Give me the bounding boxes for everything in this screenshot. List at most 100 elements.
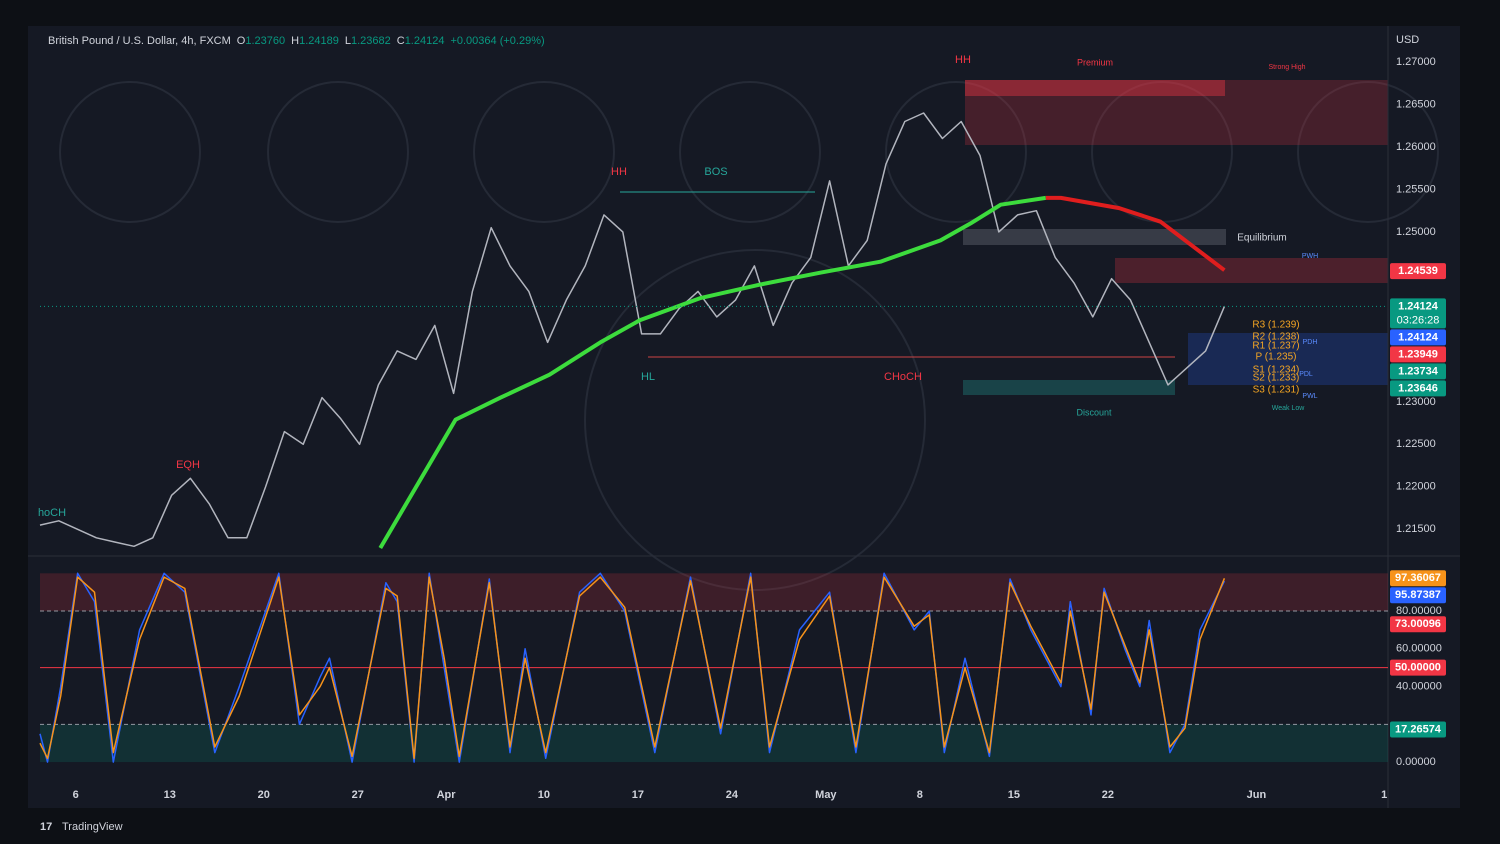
x-tick-label: 8 xyxy=(917,789,923,801)
axis-tag xyxy=(1390,616,1446,633)
axis-tag xyxy=(1390,346,1446,363)
watermarks xyxy=(59,81,1439,591)
axis-tag-label: 97.36067 xyxy=(1395,572,1441,584)
axis-tag xyxy=(1390,298,1446,329)
annotation: Weak Low xyxy=(1272,405,1305,412)
annotation: PDL xyxy=(1299,371,1313,378)
x-tick-label: 27 xyxy=(352,789,364,801)
axis-tag xyxy=(1390,329,1446,346)
series-line xyxy=(39,112,1226,548)
premium-zone xyxy=(965,80,1388,145)
annotation: BOS xyxy=(704,166,727,178)
x-tick-label: 24 xyxy=(726,789,739,801)
annotation: R3 (1.239) xyxy=(1252,320,1299,331)
symbol: British Pound / U.S. Dollar, 4h, FXCM xyxy=(48,35,231,47)
y-tick-label: 1.22000 xyxy=(1396,481,1436,493)
annotation: R1 (1.237) xyxy=(1252,341,1299,352)
series-line xyxy=(39,576,1226,760)
x-tick-label: Apr xyxy=(437,789,457,801)
y-tick-label: 1.22500 xyxy=(1396,438,1436,450)
series-line xyxy=(378,195,1047,550)
x-tick-label: May xyxy=(815,789,837,801)
annotation: Discount xyxy=(1076,407,1112,417)
axis-tag-label: 1.23646 xyxy=(1398,382,1438,394)
annotation: Strong High xyxy=(1269,64,1306,71)
ohlc-value: 1.24189 xyxy=(299,35,339,47)
ohlc-key: C xyxy=(397,35,405,47)
brand: TradingView xyxy=(62,821,123,833)
x-tick-label: 6 xyxy=(73,789,79,801)
x-tick-label: 20 xyxy=(258,789,270,801)
axis-tag-label: 73.00096 xyxy=(1395,618,1441,630)
annotation: R2 (1.238) xyxy=(1252,332,1299,343)
panel xyxy=(28,26,1460,808)
y-tick-label: 0.00000 xyxy=(1396,756,1436,768)
x-tick-label: 15 xyxy=(1008,789,1020,801)
annotation: S2 (1.233) xyxy=(1253,373,1300,384)
annotation: hoCH xyxy=(38,507,66,519)
annotation: Premium xyxy=(1077,57,1113,67)
x-tick-label: 22 xyxy=(1102,789,1114,801)
ohlc-key: L xyxy=(345,35,351,47)
axis-tag-label: 1.23949 xyxy=(1398,348,1438,360)
annotation: PWH xyxy=(1302,253,1318,260)
header-text: British Pound / U.S. Dollar, 4h, FXCM O1.… xyxy=(48,35,545,47)
series-line xyxy=(1045,195,1226,272)
ohlc-key: O xyxy=(237,35,246,47)
strong-high-zone xyxy=(965,80,1225,96)
axis-tag-label: 95.87387 xyxy=(1395,589,1441,601)
y-tick-label: 60.00000 xyxy=(1396,643,1442,655)
y-tick-label: 1.26000 xyxy=(1396,141,1436,153)
axis-tag xyxy=(1390,380,1446,397)
annotation: PDH xyxy=(1303,339,1318,346)
brand-logo: 17 xyxy=(40,821,52,833)
equilibrium-zone xyxy=(963,229,1226,245)
axis-tag-label: 1.24124 xyxy=(1398,331,1439,343)
y-tick-label: 1.21500 xyxy=(1396,523,1436,535)
y-tick-label: 40.00000 xyxy=(1396,680,1442,692)
x-tick-label: Jun xyxy=(1247,789,1267,801)
ohlc-value: 1.23682 xyxy=(351,35,391,47)
y-tick-label: 1.26500 xyxy=(1396,98,1436,110)
ohlc-value: 1.23760 xyxy=(245,35,285,47)
axis-tag xyxy=(1390,721,1446,738)
annotation: S3 (1.231) xyxy=(1253,385,1300,396)
axis-tag xyxy=(1390,363,1446,380)
currency: USD xyxy=(1396,34,1419,46)
annotation: PWL xyxy=(1302,393,1317,400)
y-tick-label: 1.25500 xyxy=(1396,183,1436,195)
annotation: EQH xyxy=(176,459,200,471)
annotation: P (1.235) xyxy=(1256,352,1297,363)
axis-tag-label: 1.23734 xyxy=(1398,365,1439,377)
supply-zone xyxy=(1115,258,1388,283)
discount-zone xyxy=(963,380,1175,395)
axis-tag xyxy=(1390,263,1446,280)
x-tick-label: 1 xyxy=(1381,789,1387,801)
y-tick-label: 1.23000 xyxy=(1396,396,1436,408)
axis-tag-label: 1.24539 xyxy=(1398,265,1438,277)
x-tick-label: 10 xyxy=(538,789,550,801)
ohlc-key: H xyxy=(291,35,299,47)
annotation: HL xyxy=(641,371,655,383)
ohlc-value: 1.24124 xyxy=(405,35,445,47)
zones xyxy=(620,80,1388,395)
axis-tag-label: 1.24124 xyxy=(1398,300,1439,312)
overbought-band xyxy=(40,573,1388,612)
x-tick-label: 13 xyxy=(164,789,176,801)
range-box xyxy=(1188,333,1388,385)
y-tick-label: 1.27000 xyxy=(1396,56,1436,68)
axis-tag xyxy=(1390,587,1446,604)
annotation: Equilibrium xyxy=(1237,233,1286,244)
annotation: HH xyxy=(611,166,627,178)
annotation: S1 (1.234) xyxy=(1253,365,1300,376)
y-tick-label: 1.25000 xyxy=(1396,226,1436,238)
y-tick-label: 80.00000 xyxy=(1396,605,1442,617)
oversold-band xyxy=(40,724,1388,763)
axis-tag xyxy=(1390,570,1446,587)
axis-tag xyxy=(1390,659,1446,676)
countdown: 03:26:28 xyxy=(1397,314,1440,326)
axis-tag-label: 50.00000 xyxy=(1395,662,1441,674)
annotation: CHoCH xyxy=(884,371,922,383)
